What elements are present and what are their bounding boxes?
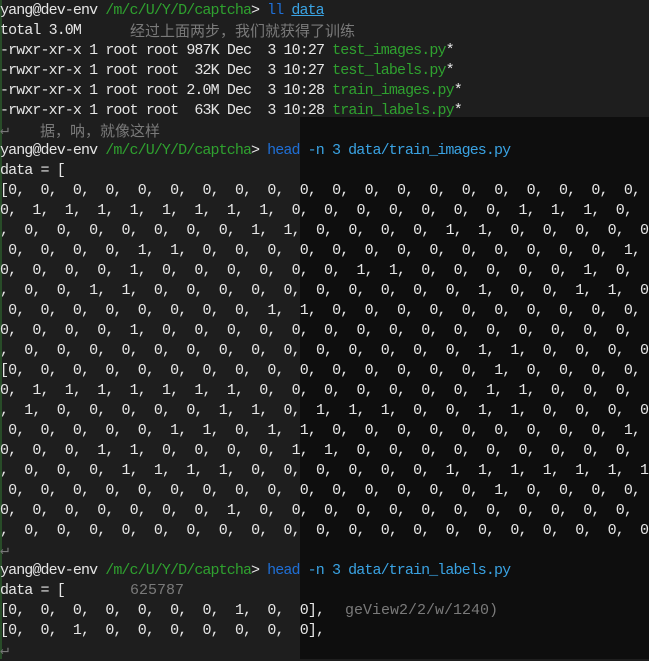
cwd: /m/c/U/Y/D/captcha <box>105 142 252 159</box>
user-host: yang@dev-env <box>0 562 98 579</box>
ls-row: -rwxr-xr-x 1 root root 2.0M Dec 3 10:28 … <box>0 81 649 101</box>
command-arg: -n 3 data/train_labels.py <box>299 562 511 579</box>
exec-mark: * <box>453 82 463 99</box>
exec-mark: * <box>453 102 463 119</box>
prompt-arrow: > <box>251 2 260 19</box>
output-line: data = [ <box>0 162 66 179</box>
background-window <box>300 117 649 659</box>
output-line: 0, 0, 0, 0, 0, 0, 0, 1, 0, 0, 0, 0, 0, 0… <box>0 502 649 519</box>
file-name: train_images.py <box>332 82 454 99</box>
output-line: [0, 0, 0, 0, 0, 0, 0, 0, 0, 0, 0, 0, 0, … <box>0 182 649 199</box>
file-name: test_labels.py <box>332 62 446 79</box>
user-host: yang@dev-env <box>0 142 98 159</box>
output-line: , 0, 0, 1, 1, 0, 0, 0, 0, 0, 0, 0, 0, 0,… <box>0 282 649 299</box>
exec-mark: * <box>445 42 455 59</box>
command-arg: -n 3 data/train_images.py <box>299 142 511 159</box>
ls-row: -rwxr-xr-x 1 root root 32K Dec 3 10:27 t… <box>0 61 649 81</box>
output-line: 0, 0, 0, 0, 0, 0, 0, 0, 1, 1, 0, 0, 0, 0… <box>0 302 649 319</box>
terminal-edge <box>0 0 2 659</box>
file-meta: -rwxr-xr-x 1 root root 2.0M Dec 3 10:28 <box>0 82 333 99</box>
user-host: yang@dev-env <box>0 2 98 19</box>
cwd: /m/c/U/Y/D/captcha <box>105 562 252 579</box>
output-line: , 0, 0, 0, 0, 0, 0, 0, 1, 1, 0, 0, 0, 0,… <box>0 222 649 239</box>
file-name: train_labels.py <box>332 102 454 119</box>
output-line: , 0, 0, 0, 1, 1, 1, 1, 0, 0, 0, 0, 0, 0,… <box>0 462 649 479</box>
command: head <box>267 562 300 579</box>
cwd: /m/c/U/Y/D/captcha <box>105 2 252 19</box>
return-icon: ↵ <box>0 542 9 559</box>
output-line: data = [ <box>0 582 66 599</box>
ls-row: -rwxr-xr-x 1 root root 987K Dec 3 10:27 … <box>0 41 649 61</box>
return-icon: ↵ <box>0 122 9 139</box>
output-line: 0, 0, 0, 0, 1, 1, 0, 0, 0, 0, 0, 0, 0, 0… <box>0 242 649 259</box>
prompt-line: yang@dev-env/m/c/U/Y/D/captcha> head -n 3… <box>0 141 649 161</box>
prompt-arrow: > <box>251 142 260 159</box>
file-meta: -rwxr-xr-x 1 root root 32K Dec 3 10:27 <box>0 62 333 79</box>
output-line: [0, 0, 1, 0, 0, 0, 0, 0, 0, 0], <box>0 622 325 639</box>
output-line: , 0, 0, 0, 0, 0, 0, 0, 0, 0, 0, 0, 0, 0,… <box>0 522 649 539</box>
output-line: 0, 0, 0, 0, 0, 0, 0, 0, 0, 0, 0, 0, 0, 0… <box>0 482 649 499</box>
prompt-line: yang@dev-env/m/c/U/Y/D/captcha> head -n 3… <box>0 561 649 581</box>
output-line: [0, 0, 0, 0, 0, 0, 0, 0, 0, 0, 0, 0, 0, … <box>0 362 649 379</box>
output-line: 0, 1, 1, 1, 1, 1, 1, 1, 1, 0, 0, 0, 0, 0… <box>0 202 649 219</box>
exec-mark: * <box>445 62 455 79</box>
file-meta: -rwxr-xr-x 1 root root 987K Dec 3 10:27 <box>0 42 333 59</box>
ls-row: -rwxr-xr-x 1 root root 63K Dec 3 10:28 t… <box>0 101 649 121</box>
file-name: test_images.py <box>332 42 446 59</box>
ghost-text: 625787 <box>130 582 185 599</box>
ghost-text: 据，呐，就像这样 <box>40 122 161 140</box>
output-line: 0, 0, 0, 1, 1, 0, 0, 0, 0, 1, 1, 0, 0, 0… <box>0 442 649 459</box>
prompt-line: yang@dev-env/m/c/U/Y/D/captcha> ll data <box>0 1 649 21</box>
return-icon: ↵ <box>0 642 9 659</box>
command: ll <box>267 2 284 19</box>
ls-total: total 3.0M <box>0 22 82 39</box>
command-arg: data <box>291 2 324 19</box>
output-line: , 0, 0, 0, 0, 0, 0, 0, 0, 0, 0, 0, 0, 0,… <box>0 342 649 359</box>
output-line: 0, 0, 0, 0, 1, 0, 0, 0, 0, 0, 0, 1, 1, 0… <box>0 262 649 279</box>
output-line: 0, 0, 0, 0, 0, 1, 1, 0, 1, 1, 0, 0, 0, 0… <box>0 422 649 439</box>
prompt-arrow: > <box>251 562 260 579</box>
output-line: [0, 0, 0, 0, 0, 0, 0, 1, 0, 0], <box>0 602 325 619</box>
ghost-text: 经过上面两步，我们就获得了训练 <box>130 22 356 40</box>
command: head <box>267 142 300 159</box>
output-line: , 1, 0, 0, 0, 0, 0, 1, 1, 0, 1, 1, 1, 0,… <box>0 402 649 419</box>
ghost-text: geView2/2/w/1240) <box>345 602 499 619</box>
output-line: 0, 1, 1, 1, 1, 1, 1, 1, 0, 0, 0, 0, 0, 0… <box>0 382 649 399</box>
output-line: 0, 0, 0, 0, 1, 0, 0, 0, 0, 0, 0, 0, 0, 0… <box>0 322 649 339</box>
file-meta: -rwxr-xr-x 1 root root 63K Dec 3 10:28 <box>0 102 333 119</box>
